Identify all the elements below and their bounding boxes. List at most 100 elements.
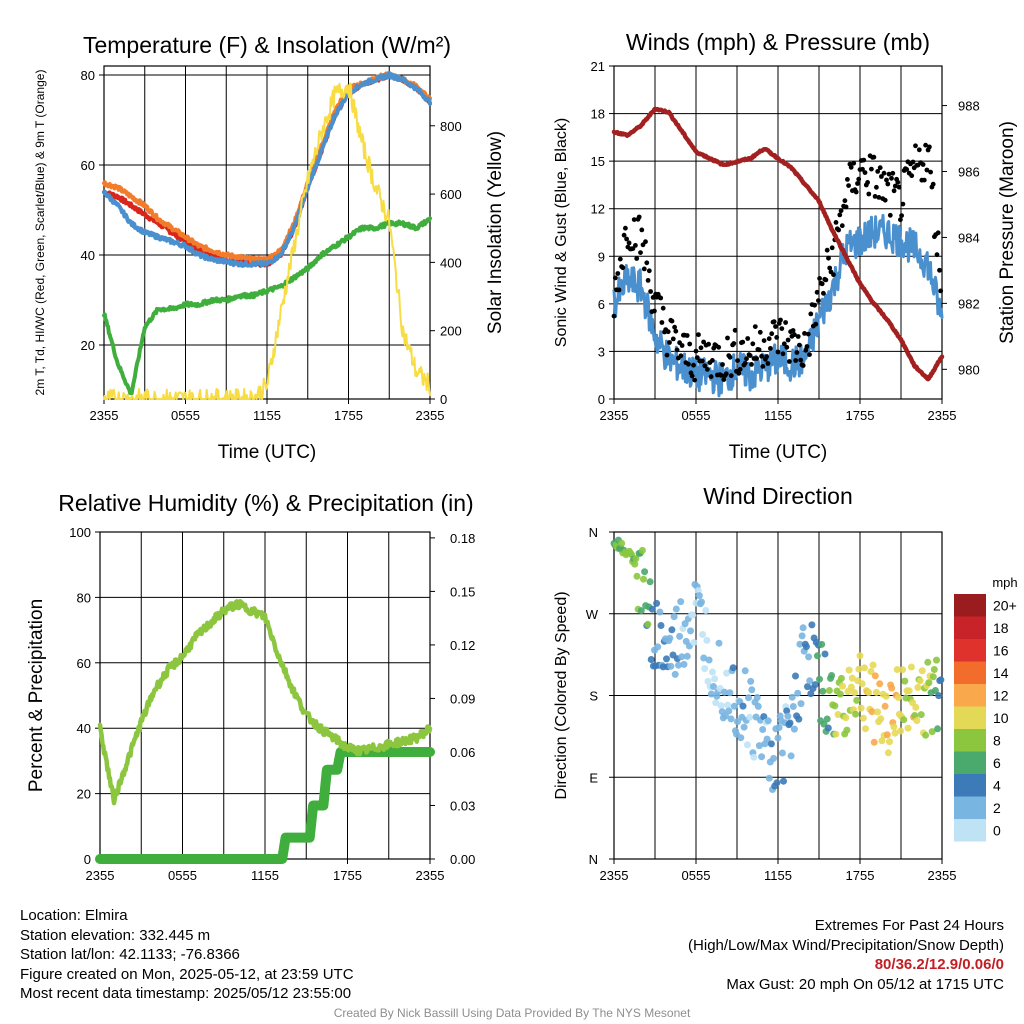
- humidity-line: [97, 598, 433, 806]
- direction-point: [897, 727, 904, 735]
- x-axis-label: Time (UTC): [729, 442, 828, 463]
- gust-point: [687, 341, 693, 347]
- gust-point: [732, 327, 738, 333]
- direction-point: [633, 572, 641, 580]
- gust-point: [702, 363, 708, 369]
- series-line-4: [103, 82, 431, 400]
- y-tick-label: 3: [598, 344, 605, 359]
- direction-point: [847, 683, 855, 691]
- gust-point: [813, 321, 819, 327]
- x-tick-label: 1155: [251, 868, 279, 883]
- x-tick-label: 0555: [682, 408, 711, 423]
- gust-point: [693, 348, 699, 354]
- x-tick-label: 2355: [416, 868, 445, 883]
- gust-point: [823, 277, 829, 283]
- recent-text: Most recent data timestamp: 2025/05/12 2…: [20, 985, 352, 1002]
- x-tick-label: 1755: [333, 868, 362, 883]
- gust-point: [667, 340, 672, 345]
- y2-tick-label: 0.03: [450, 798, 475, 813]
- gust-point: [765, 361, 771, 366]
- gust-point: [866, 191, 872, 197]
- direction-point: [632, 555, 640, 563]
- direction-point: [640, 575, 647, 583]
- direction-point: [788, 693, 796, 701]
- direction-point: [804, 683, 811, 691]
- gust-point: [920, 162, 926, 167]
- x-tick-label: 1155: [764, 408, 792, 423]
- direction-point: [715, 639, 723, 647]
- y-tick-label: 80: [81, 68, 95, 83]
- y2-tick-label: 0.06: [450, 745, 475, 760]
- y-tick-label: 60: [81, 158, 95, 173]
- direction-point: [931, 687, 939, 694]
- y-tick-label: 40: [81, 248, 95, 263]
- direction-point: [726, 689, 734, 697]
- y-tick-label: S: [589, 689, 598, 704]
- colorbar-label: 0: [993, 822, 1001, 838]
- y-tick-label: N: [589, 852, 598, 867]
- gust-point: [652, 308, 657, 314]
- gust-point: [785, 337, 791, 343]
- direction-point: [646, 578, 654, 586]
- gust-point: [895, 179, 901, 185]
- direction-point: [773, 779, 781, 787]
- gust-point: [824, 247, 830, 253]
- gust-point: [838, 208, 844, 214]
- direction-point: [922, 731, 930, 739]
- colorbar-swatch: [954, 751, 986, 774]
- y-tick-label: 21: [591, 59, 605, 74]
- direction-point: [819, 687, 827, 695]
- colorbar-label: 18: [993, 620, 1009, 636]
- direction-point: [874, 708, 881, 716]
- direction-point: [727, 715, 735, 723]
- gust-point: [885, 181, 891, 187]
- direction-point: [657, 622, 665, 629]
- station-info: Location: Elmira Station elevation: 332.…: [20, 906, 354, 1004]
- gust-point: [938, 288, 944, 294]
- direction-point: [708, 668, 716, 676]
- gust-point: [623, 225, 628, 231]
- colorbar-label: 6: [993, 755, 1001, 771]
- gust-point: [833, 220, 839, 225]
- direction-point: [794, 689, 802, 697]
- direction-point: [808, 621, 816, 629]
- gust-point: [839, 223, 845, 229]
- direction-point: [703, 636, 711, 644]
- direction-point: [754, 702, 762, 710]
- colorbar-swatch: [954, 594, 986, 617]
- direction-point: [764, 717, 772, 725]
- direction-point: [796, 640, 804, 648]
- direction-point: [821, 650, 829, 658]
- gust-point: [706, 341, 711, 347]
- direction-point: [811, 681, 819, 689]
- direction-point: [680, 660, 688, 668]
- gust-point: [921, 177, 927, 183]
- direction-point: [750, 753, 758, 761]
- colorbar-label: 8: [993, 732, 1001, 748]
- y2-tick-label: 600: [440, 187, 462, 202]
- colorbar-swatch: [954, 639, 986, 662]
- direction-point: [858, 680, 866, 688]
- gust-point: [779, 326, 785, 331]
- direction-point: [824, 724, 832, 732]
- direction-point: [853, 696, 861, 704]
- gust-point: [689, 373, 695, 379]
- gust-point: [780, 351, 786, 357]
- gust-point: [855, 181, 860, 186]
- y2-tick-label: 0: [440, 392, 447, 407]
- gust-point: [692, 377, 698, 383]
- direction-point: [647, 656, 655, 663]
- direction-point: [758, 753, 766, 761]
- series-line-3: [102, 216, 432, 396]
- direction-point: [862, 725, 869, 733]
- gust-point: [781, 341, 787, 347]
- gust-point: [924, 167, 930, 173]
- gust-point: [800, 363, 806, 368]
- gust-point: [909, 173, 915, 179]
- y-tick-label: 18: [591, 107, 605, 122]
- direction-point: [737, 734, 745, 742]
- direction-point: [924, 658, 932, 666]
- colorbar-swatch: [954, 796, 986, 819]
- direction-point: [852, 710, 860, 718]
